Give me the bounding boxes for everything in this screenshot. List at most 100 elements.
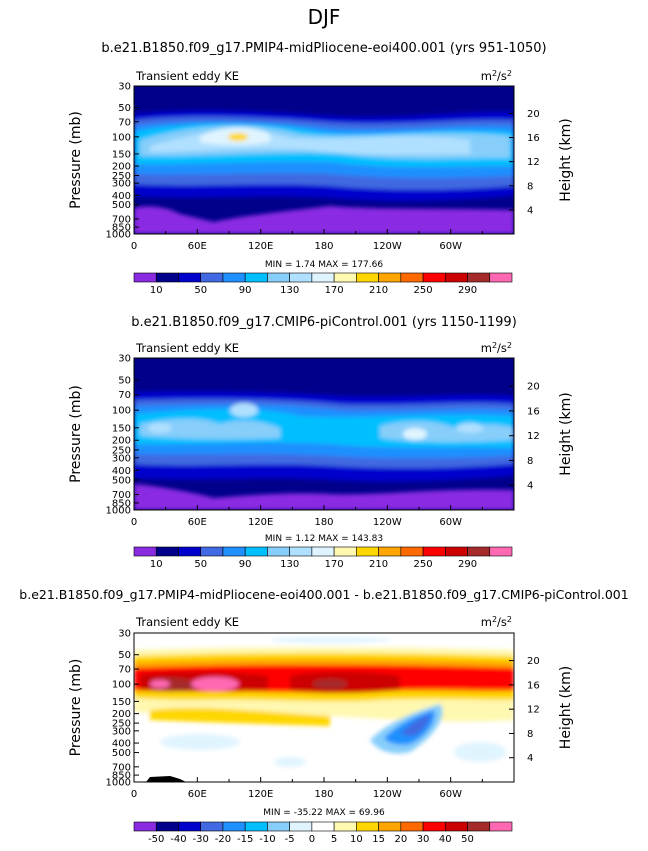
- y-tick-label: 100: [112, 680, 131, 691]
- colorbar-swatch: [489, 272, 513, 283]
- y-axis-title: Pressure (mb): [68, 659, 84, 757]
- x-tick-label: 60E: [188, 241, 207, 252]
- panel-3-colorbar: -50 -40 -30 -20 -15 -10 -5 0 5 10 15 20 30 40 50: [133, 821, 513, 845]
- y-tick-label: 850: [112, 498, 131, 509]
- panel-2-title: b.e21.B1850.f09_g17.CMIP6-piControl.001 …: [131, 315, 517, 330]
- colorbar-label: -15: [237, 834, 253, 845]
- colorbar-swatch: [267, 272, 290, 283]
- colorbar-swatch: [267, 821, 290, 832]
- y-tick-label: 400: [112, 739, 131, 750]
- y-tick-label: 70: [118, 390, 131, 401]
- colorbar-label: 10: [150, 285, 163, 296]
- y-tick-label: 300: [112, 726, 131, 737]
- colorbar-label: 210: [369, 559, 388, 570]
- panel-1-axes: 0 60E 120E 180 120W 60W3050701001502002503004…: [68, 82, 574, 253]
- colorbar-swatch: [333, 821, 357, 832]
- y2-axis-title: Height (km): [558, 392, 574, 475]
- x-tick-label: 180: [314, 241, 333, 252]
- x-tick-label: 120W: [373, 241, 402, 252]
- x-tick-label: 120W: [373, 517, 402, 528]
- panel-2: b.e21.B1850.f09_g17.CMIP6-piControl.001 …: [68, 315, 574, 570]
- colorbar-swatch: [244, 821, 268, 832]
- panel-1-minmax: MIN = 1.74 MAX = 177.66: [265, 260, 383, 270]
- colorbar-label: 0: [309, 834, 315, 845]
- panel-2-variable-label: Transient eddy KE: [135, 341, 239, 355]
- x-tick-label: 120W: [373, 789, 402, 800]
- colorbar-swatch: [356, 272, 379, 283]
- panel-3-minmax: MIN = -35.22 MAX = 69.96: [263, 808, 385, 818]
- x-tick-label: 180: [314, 789, 333, 800]
- colorbar-swatch: [289, 546, 313, 557]
- y2-tick-label: 20: [527, 109, 540, 120]
- panel-3-units-label: m2/s2: [481, 615, 512, 629]
- colorbar-label: 250: [414, 559, 433, 570]
- colorbar-label: 50: [461, 834, 474, 845]
- colorbar-label: 170: [325, 559, 344, 570]
- x-tick-label: 60W: [439, 789, 462, 800]
- x-tick-label: 60W: [439, 241, 462, 252]
- colorbar-swatch: [200, 272, 224, 283]
- y-axis-title: Pressure (mb): [68, 111, 84, 209]
- y-tick-label: 30: [118, 82, 131, 93]
- y-tick-label: 850: [112, 771, 131, 782]
- panel-2-contour-field: [134, 358, 514, 510]
- x-tick-label: 0: [131, 241, 137, 252]
- colorbar-swatch: [133, 272, 157, 283]
- y-tick-label: 30: [118, 354, 131, 365]
- panel-2-units-label: m2/s2: [481, 341, 512, 355]
- colorbar-label: -30: [193, 834, 209, 845]
- panel-1-contour-field: [134, 86, 514, 234]
- x-tick-label: 0: [131, 789, 137, 800]
- panel-3-contour-field: [134, 633, 514, 782]
- colorbar-swatch: [400, 272, 424, 283]
- panel-1-variable-label: Transient eddy KE: [135, 69, 239, 83]
- colorbar-swatch: [267, 546, 290, 557]
- y-axis-title: Pressure (mb): [68, 385, 84, 483]
- y2-tick-label: 8: [527, 729, 533, 740]
- colorbar-label: -40: [170, 834, 186, 845]
- y-tick-label: 70: [118, 665, 131, 676]
- y2-tick-label: 12: [527, 431, 540, 442]
- colorbar-swatch: [155, 546, 179, 557]
- y2-tick-label: 16: [527, 133, 540, 144]
- y-tick-label: 400: [112, 466, 131, 477]
- colorbar-swatch: [311, 821, 335, 832]
- panel-3-title: b.e21.B1850.f09_g17.PMIP4-midPliocene-eo…: [19, 587, 628, 602]
- colorbar-swatch: [155, 272, 179, 283]
- colorbar-swatch: [378, 546, 402, 557]
- colorbar-label: 40: [439, 834, 452, 845]
- y-tick-label: 150: [112, 423, 131, 434]
- y-tick-label: 100: [112, 132, 131, 143]
- colorbar-swatch: [311, 546, 335, 557]
- x-tick-label: 60E: [188, 789, 207, 800]
- colorbar-swatch: [467, 272, 491, 283]
- colorbar-label: -10: [259, 834, 275, 845]
- colorbar-label: 210: [369, 285, 388, 296]
- y2-tick-label: 8: [527, 181, 533, 192]
- y2-tick-label: 16: [527, 680, 540, 691]
- colorbar-swatch: [378, 821, 402, 832]
- colorbar-label: 50: [194, 285, 207, 296]
- colorbar-swatch: [222, 821, 246, 832]
- colorbar-swatch: [178, 546, 202, 557]
- colorbar-swatch: [133, 546, 157, 557]
- colorbar-swatch: [356, 546, 379, 557]
- y-tick-label: 50: [118, 650, 131, 661]
- y-tick-label: 500: [112, 475, 131, 486]
- colorbar-swatch: [200, 546, 224, 557]
- colorbar-swatch: [155, 821, 179, 832]
- x-tick-label: 0: [131, 517, 137, 528]
- y-tick-label: 50: [118, 103, 131, 114]
- y-tick-label: 150: [112, 149, 131, 160]
- y2-tick-label: 16: [527, 406, 540, 417]
- y-tick-label: 70: [118, 117, 131, 128]
- main-title: DJF: [308, 5, 341, 29]
- colorbar-swatch: [422, 821, 446, 832]
- y2-tick-label: 20: [527, 382, 540, 393]
- colorbar-swatch: [200, 821, 224, 832]
- colorbar-swatch: [289, 272, 313, 283]
- colorbar-swatch: [333, 546, 357, 557]
- x-tick-label: 120E: [248, 789, 273, 800]
